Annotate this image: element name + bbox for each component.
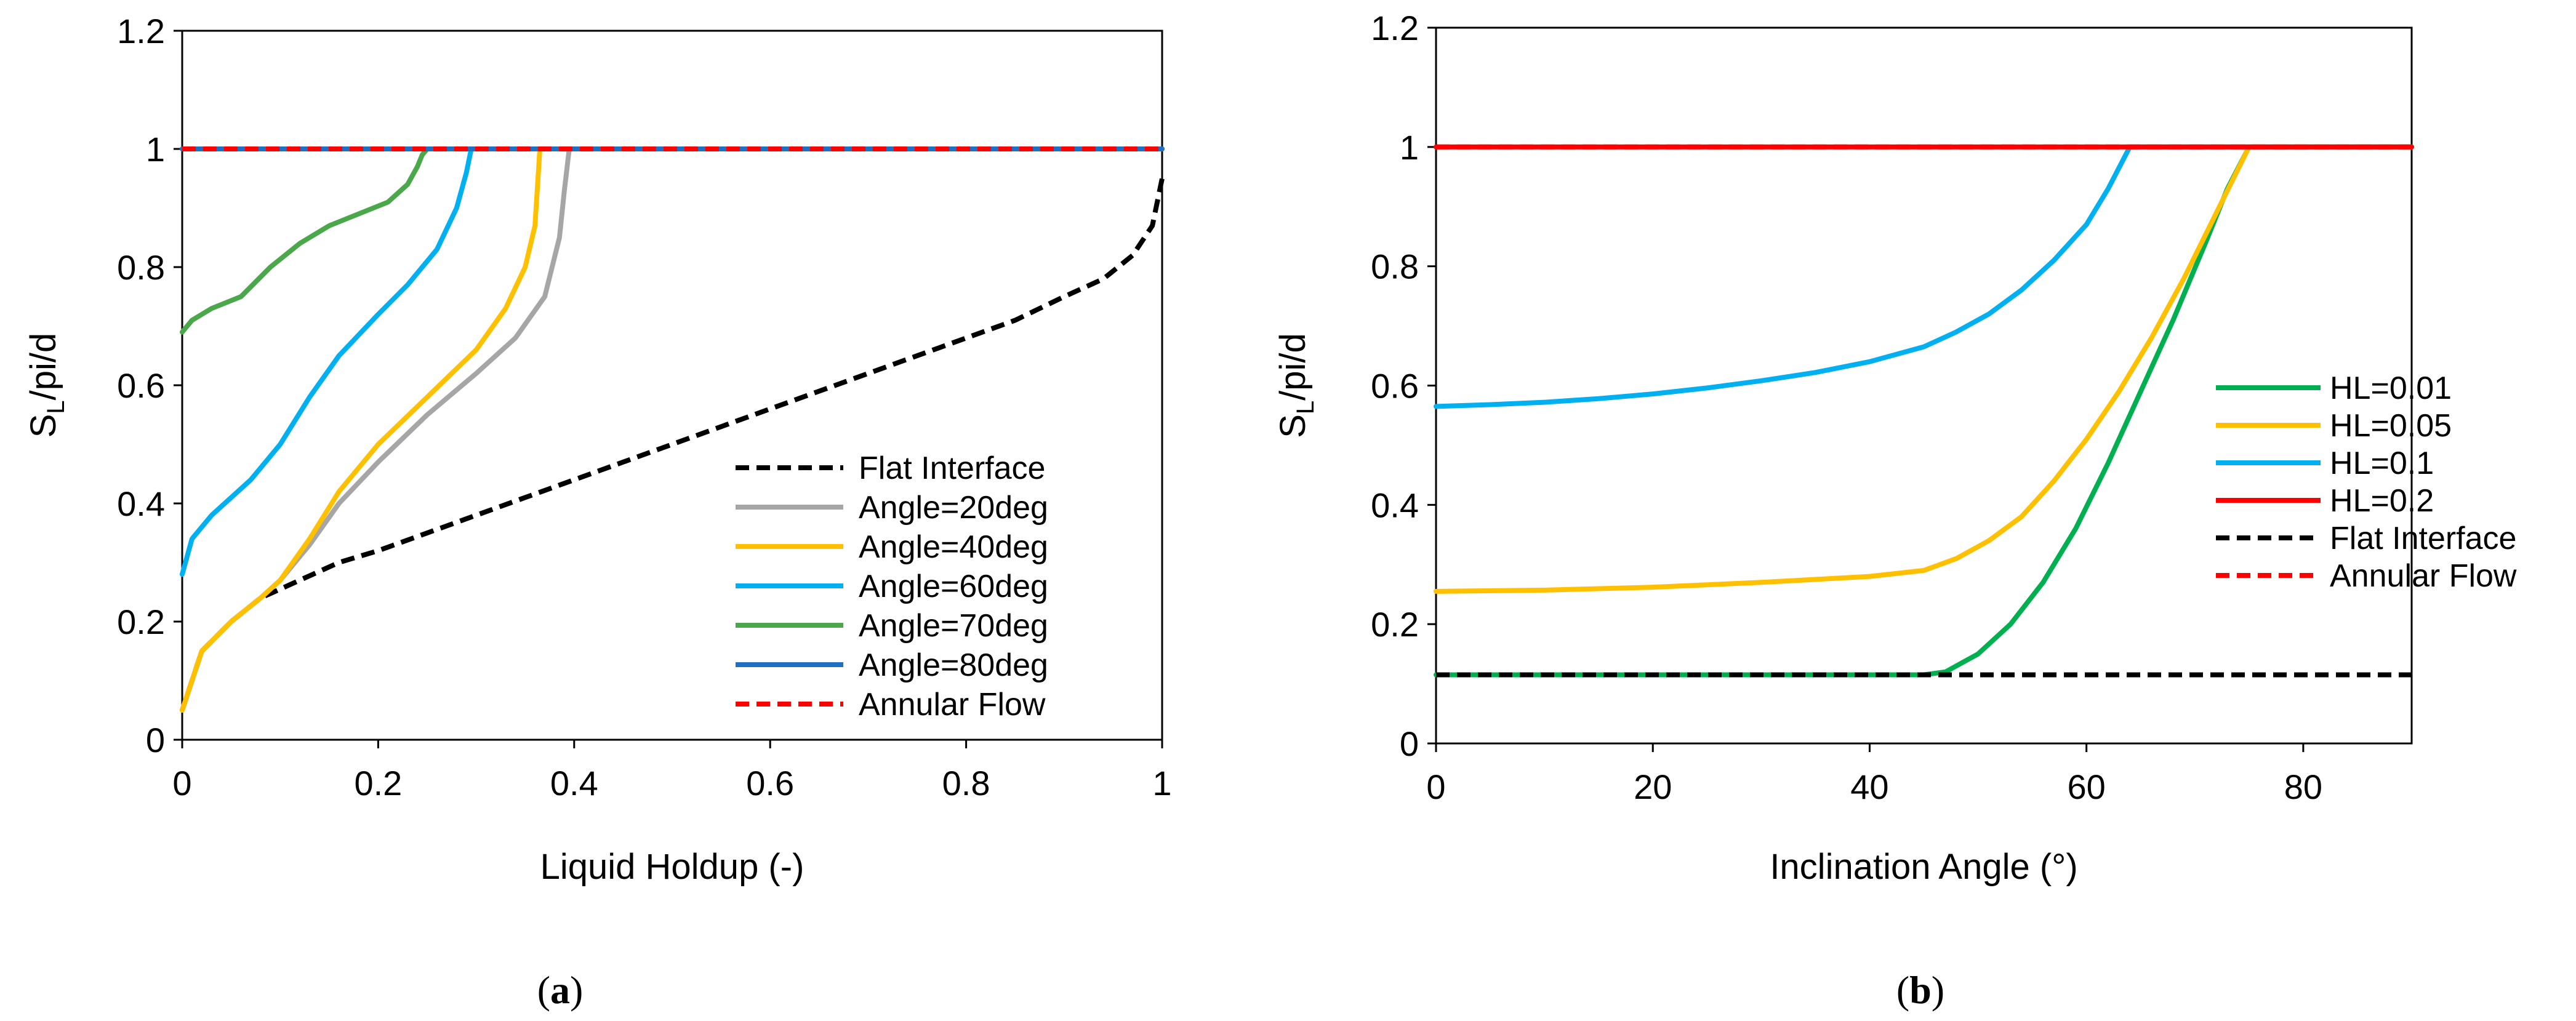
y-tick-label: 0.4 [117, 484, 165, 523]
x-tick-label: 80 [2284, 767, 2322, 806]
x-axis-label: Inclination Angle (°) [1770, 847, 2077, 887]
legend-label: Flat Interface [859, 450, 1045, 486]
legend-label: Angle=70deg [859, 608, 1048, 644]
y-axis-label-rest: /pi/d [1273, 333, 1313, 401]
caption-close: ) [1932, 968, 1944, 1012]
x-tick-label: 0.2 [354, 764, 402, 803]
series-line-angle-60deg [180, 146, 1165, 577]
y-tick-label: 0.2 [117, 603, 165, 641]
x-tick-label: 60 [2068, 767, 2106, 806]
legend-label: Annular Flow [859, 687, 1046, 723]
legend-label: HL=0.2 [2330, 483, 2434, 519]
y-tick-label: 0 [1400, 724, 1419, 763]
series-line-angle-70deg [180, 146, 1165, 335]
caption-letter: b [1909, 968, 1932, 1012]
legend-label: HL=0.1 [2330, 446, 2434, 481]
legend-label: Angle=40deg [859, 529, 1048, 565]
y-axis-label-subscript: L [1292, 401, 1319, 414]
caption-close: ) [570, 968, 583, 1012]
y-tick-label: 1 [1400, 128, 1419, 167]
caption-letter: a [550, 968, 570, 1012]
y-tick-label: 0.6 [1371, 367, 1419, 406]
x-tick-label: 0.4 [550, 764, 598, 803]
series-line-hl-0-05 [1434, 144, 2414, 594]
panel-caption: (a) [537, 968, 584, 1012]
legend-label: HL=0.01 [2330, 370, 2452, 406]
y-tick-label: 1.2 [1371, 9, 1419, 47]
x-tick-label: 0.6 [746, 764, 794, 803]
y-axis-label-rest: /pi/d [23, 333, 63, 401]
caption-open: ( [537, 968, 550, 1012]
y-axis-label-main: S [1273, 414, 1313, 438]
x-tick-label: 0 [172, 764, 191, 803]
x-axis-label: Liquid Holdup (-) [540, 847, 804, 887]
y-axis-label-main: S [23, 414, 63, 438]
y-tick-label: 0.8 [117, 248, 165, 287]
legend-label: Flat Interface [2330, 521, 2516, 556]
x-tick-label: 0 [1426, 767, 1445, 806]
y-axis-label-subscript: L [42, 400, 70, 414]
chart-panel-a: 0 0.2 0.4 0.6 0.8 1 1.2 0 0.2 0.4 0.6 0.8 1 Liquid Ho… [23, 12, 1172, 1012]
y-tick-label: 0.8 [1371, 247, 1419, 286]
y-axis-label: SL/pi/d [1273, 333, 1319, 438]
y-axis-label: SL/pi/d [23, 333, 70, 438]
y-tick-label: 0.4 [1371, 486, 1419, 524]
series-line-hl-0-1 [1434, 144, 2414, 409]
x-tick-label: 20 [1634, 767, 1672, 806]
y-tick-label: 0.6 [117, 366, 165, 405]
legend-label: Angle=60deg [859, 569, 1048, 604]
series-line-hl-0-01 [1434, 144, 2414, 678]
legend-label: HL=0.05 [2330, 408, 2452, 444]
panel-caption: (b) [1896, 968, 1944, 1012]
x-tick-label: 1 [1152, 764, 1171, 803]
y-tick-label: 0.2 [1371, 605, 1419, 644]
y-tick-label: 0 [146, 721, 165, 759]
legend-label: Angle=80deg [859, 647, 1048, 683]
x-tick-label: 0.8 [942, 764, 990, 803]
x-tick-label: 40 [1850, 767, 1888, 806]
chart-panel-b: 0 0.2 0.4 0.6 0.8 1 1.2 0 20 40 60 80 Inclination An… [1273, 9, 2517, 1012]
legend-label: Angle=20deg [859, 490, 1048, 526]
y-tick-label: 1.2 [117, 12, 165, 50]
y-tick-label: 1 [146, 130, 165, 169]
caption-open: ( [1896, 968, 1909, 1012]
series-line-angle-40deg [180, 146, 1165, 713]
legend-label: Annular Flow [2330, 558, 2517, 594]
